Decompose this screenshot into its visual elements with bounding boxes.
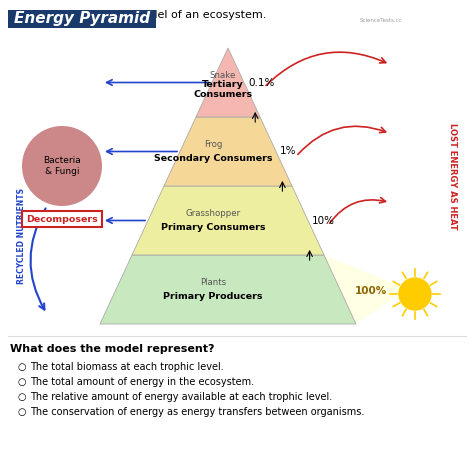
Polygon shape [164,117,292,186]
Polygon shape [132,186,324,255]
Text: What does the model represent?: What does the model represent? [10,344,215,354]
Text: 100%: 100% [355,286,387,296]
Text: LOST ENERGY AS HEAT: LOST ENERGY AS HEAT [448,123,457,229]
FancyBboxPatch shape [22,211,102,227]
Text: Primary Consumers: Primary Consumers [161,223,265,232]
Text: The total biomass at each trophic level.: The total biomass at each trophic level. [30,362,224,372]
Text: Tertiary
Consumers: Tertiary Consumers [193,80,253,99]
Text: ○: ○ [18,362,27,372]
Text: RECYCLED NUTRIENTS: RECYCLED NUTRIENTS [18,188,27,284]
Text: ○: ○ [18,392,27,402]
Text: 1%: 1% [280,147,297,157]
Circle shape [22,126,102,206]
Text: The total amount of energy in the ecosystem.: The total amount of energy in the ecosys… [30,377,254,387]
Text: Decomposers: Decomposers [26,215,98,224]
Text: Energy Pyramid: Energy Pyramid [14,11,150,27]
Text: Snake: Snake [210,71,236,80]
Polygon shape [100,255,356,324]
Text: The relative amount of energy available at each trophic level.: The relative amount of energy available … [30,392,332,402]
Text: Plants: Plants [200,278,226,287]
Text: 0.1%: 0.1% [248,78,274,88]
Text: Grasshopper: Grasshopper [185,209,241,218]
Polygon shape [324,255,407,324]
Text: The conservation of energy as energy transfers between organisms.: The conservation of energy as energy tra… [30,407,365,417]
Text: The diagram shows a model of an ecosystem.: The diagram shows a model of an ecosyste… [10,10,266,20]
Text: ○: ○ [18,377,27,387]
Text: ScienceTests.cc: ScienceTests.cc [360,18,402,22]
Text: 10%: 10% [312,216,335,226]
Circle shape [399,278,431,310]
Text: ○: ○ [18,407,27,417]
Text: Bacteria
& Fungi: Bacteria & Fungi [43,156,81,177]
Text: Primary Producers: Primary Producers [163,292,263,301]
Text: Secondary Consumers: Secondary Consumers [154,154,272,163]
Polygon shape [196,48,260,117]
FancyBboxPatch shape [8,10,156,28]
Text: Frog: Frog [204,140,222,149]
